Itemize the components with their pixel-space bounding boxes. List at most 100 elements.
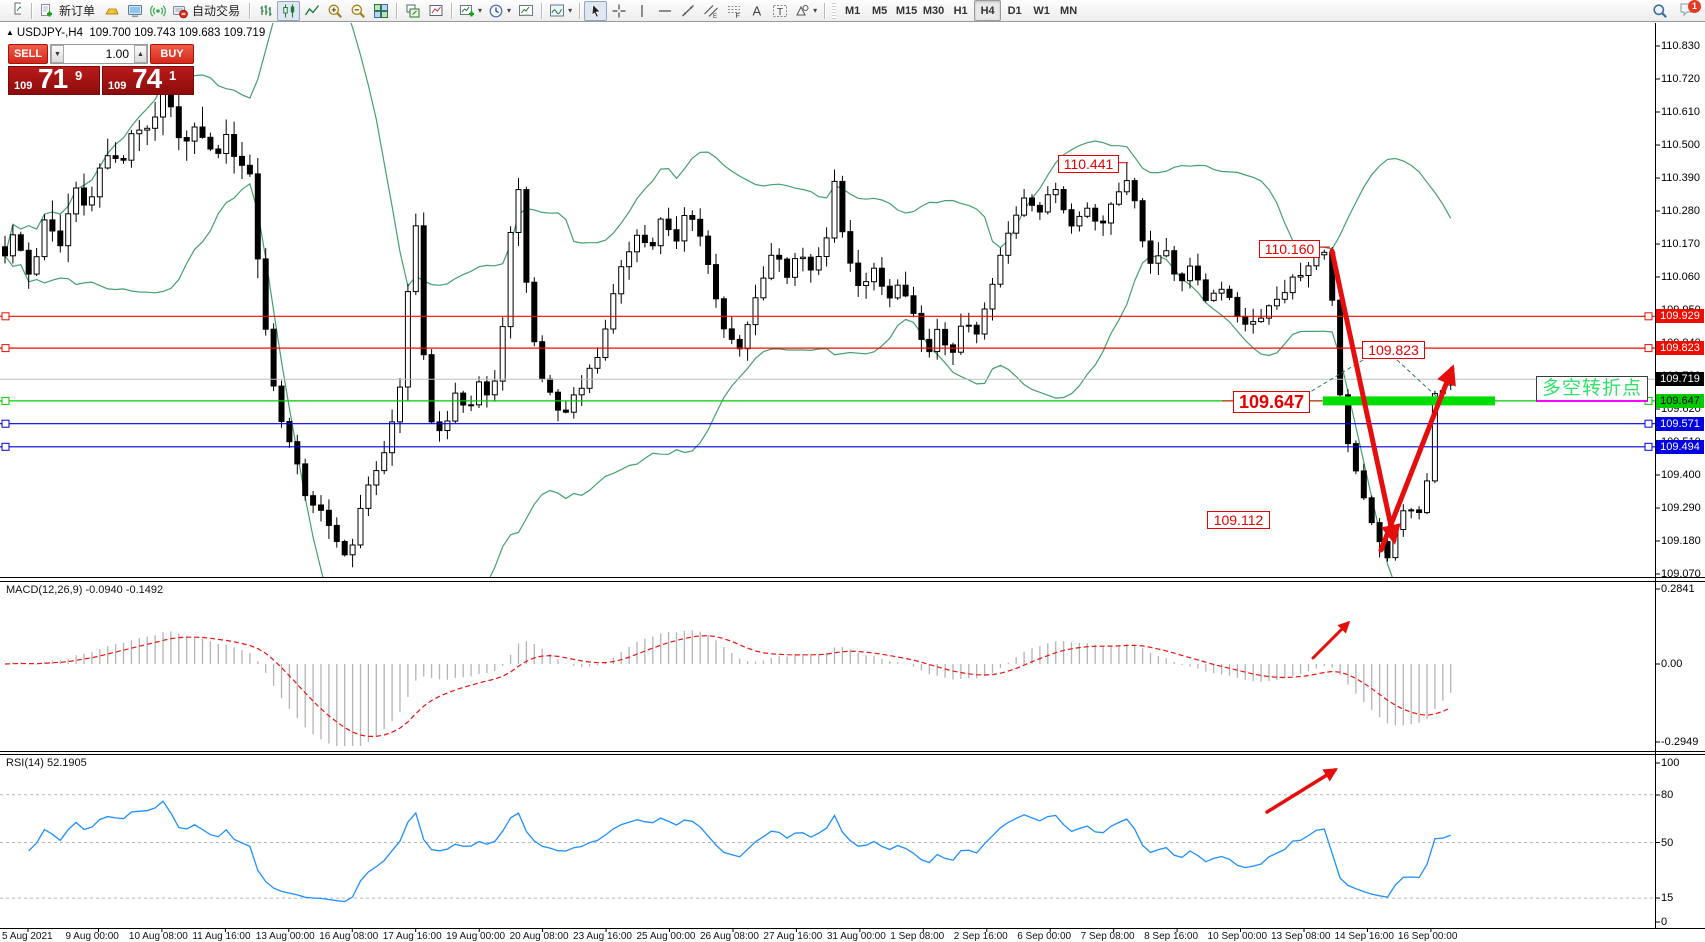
price-tag-109.929: 109.929 — [1656, 309, 1704, 323]
time-axis-label: 2 Sep 16:00 — [953, 931, 1008, 942]
price-label-109.112[interactable]: 109.112 — [1207, 511, 1270, 529]
time-axis-label: 8 Sep 16:00 — [1144, 931, 1199, 942]
timeframe-h1-button[interactable]: H1 — [953, 4, 968, 17]
equidistant-channel-icon[interactable]: E — [699, 1, 722, 21]
text-label-icon[interactable]: T — [768, 1, 791, 21]
rally-arrow[interactable] — [1378, 364, 1456, 553]
drop-arrow[interactable] — [1329, 248, 1401, 545]
buy-price-pips: 74 — [132, 63, 162, 94]
vertical-line-icon[interactable] — [630, 1, 653, 21]
timeframe-m5-button[interactable]: M5 — [871, 4, 888, 17]
cascade-icon[interactable] — [401, 1, 424, 21]
crosshair-icon[interactable] — [607, 1, 630, 21]
volume-increase-button[interactable]: ▲ — [134, 45, 147, 63]
chevron-down-icon: ▾ — [568, 6, 573, 15]
sell-price-point: 9 — [75, 68, 83, 83]
zoom-out-icon[interactable] — [346, 1, 369, 21]
macd-label: MACD(12,26,9) -0.0940 -0.1492 — [6, 584, 164, 596]
timeframe-m15-button[interactable]: M15 — [895, 4, 918, 17]
volume-input[interactable] — [64, 45, 134, 63]
shapes-icon[interactable]: ▾ — [791, 1, 820, 21]
tile-windows-icon[interactable] — [369, 1, 392, 21]
time-axis-label: 5 Aug 2021 — [2, 931, 53, 942]
sell-price-display[interactable]: 109 71 9 — [8, 63, 100, 95]
timeframe-w1-button[interactable]: W1 — [1033, 4, 1050, 17]
time-axis-label: 25 Aug 00:00 — [636, 931, 696, 942]
time-axis-label: 1 Sep 08:00 — [890, 931, 945, 942]
price-label-110.160[interactable]: 110.160 — [1259, 240, 1320, 258]
fibonacci-icon[interactable]: F — [722, 1, 745, 21]
price-tag-109.647: 109.647 — [1656, 394, 1704, 408]
toolbar-separator — [541, 2, 543, 19]
time-axis-label: 10 Sep 00:00 — [1207, 931, 1268, 942]
timeframe-d1-button[interactable]: D1 — [1007, 4, 1022, 17]
cursor-icon[interactable] — [584, 0, 608, 21]
signal-icon[interactable] — [146, 1, 169, 21]
sell-button[interactable]: SELL — [8, 44, 48, 64]
zoom-in-icon[interactable] — [323, 1, 346, 21]
timeframe-mn-button[interactable]: MN — [1060, 4, 1078, 17]
time-axis-label: 11 Aug 16:00 — [192, 931, 251, 942]
rsi-axis-label: 15 — [1661, 892, 1674, 904]
horizontal-line-icon[interactable] — [653, 1, 676, 21]
time-axis-label: 26 Aug 08:00 — [699, 931, 759, 942]
bollinger-lower-band — [4, 182, 1393, 577]
candlestick-icon[interactable] — [277, 0, 301, 21]
line-chart-icon[interactable] — [300, 1, 323, 21]
terminal-icon[interactable] — [123, 1, 146, 21]
bar-chart-icon[interactable] — [254, 1, 277, 21]
buy-button[interactable]: BUY — [150, 44, 194, 64]
turning-point-annotation[interactable]: 多空转折点 — [1536, 376, 1648, 402]
time-axis-label: 14 Sep 16:00 — [1334, 931, 1394, 942]
chart-window-icon[interactable] — [4, 1, 27, 21]
timeframe-m1-button[interactable]: M1 — [844, 4, 861, 17]
macd-axis-label: 0.2841 — [1661, 583, 1695, 595]
line-anchor-handle — [1644, 442, 1653, 451]
gold-icon[interactable] — [100, 1, 123, 21]
line-anchor-handle — [1644, 419, 1653, 428]
rsi-up-arrow[interactable] — [1265, 768, 1338, 814]
price-label-109.823[interactable]: 109.823 — [1362, 341, 1425, 359]
price-tag-109.719: 109.719 — [1656, 372, 1704, 386]
line-anchor-handle — [1644, 312, 1653, 321]
toolbar-grip — [832, 2, 837, 19]
buy-price-display[interactable]: 109 74 1 — [102, 63, 194, 95]
time-axis-label: 23 Aug 16:00 — [573, 931, 632, 942]
price-axis-label: 110.500 — [1661, 139, 1700, 151]
time-axis-label: 31 Aug 00:00 — [826, 931, 886, 942]
trendline-icon[interactable] — [676, 1, 699, 21]
price-label-110.441[interactable]: 110.441 — [1058, 155, 1119, 173]
chart-properties-icon[interactable] — [514, 1, 537, 21]
volume-stepper: ▼ ▲ — [50, 44, 148, 64]
rsi-axis-label: 50 — [1661, 836, 1674, 849]
time-axis-label: 16 Aug 08:00 — [319, 931, 379, 942]
buy-price-point: 1 — [169, 68, 177, 83]
time-axis-label: 13 Sep 08:00 — [1271, 931, 1331, 942]
collapse-arrow-icon[interactable]: ▲ — [6, 28, 14, 37]
time-axis-label: 6 Sep 00:00 — [1017, 931, 1072, 942]
macd-up-arrow[interactable] — [1311, 620, 1351, 660]
volume-decrease-button[interactable]: ▼ — [51, 45, 64, 63]
periods-icon[interactable]: ▾ — [485, 1, 514, 21]
auto-trading-button[interactable]: 自动交易 — [169, 1, 245, 21]
price-axis-label: 110.060 — [1661, 271, 1700, 283]
time-axis-label: 16 Sep 00:00 — [1397, 931, 1458, 942]
arrange-icon[interactable] — [424, 1, 447, 21]
timeframe-m30-button[interactable]: M30 — [922, 4, 945, 17]
chart-type-icon[interactable]: ▾ — [546, 1, 575, 21]
search-icon[interactable] — [1648, 1, 1671, 21]
rsi-pane — [0, 794, 1655, 903]
svg-text:A: A — [752, 3, 761, 18]
text-icon[interactable]: A — [745, 1, 768, 21]
new-order-button[interactable]: 新订单 — [36, 1, 100, 21]
line-anchor-handle — [1, 344, 10, 353]
price-label-109.647[interactable]: 109.647 — [1233, 391, 1310, 413]
price-axis-label: 110.280 — [1661, 205, 1700, 217]
timeframe-h4-button[interactable]: H4 — [974, 0, 1002, 21]
chat-icon[interactable]: 1 — [1675, 0, 1701, 21]
indicators-add-icon[interactable]: ▾ — [456, 1, 485, 21]
svg-text:T: T — [777, 7, 783, 18]
pivot-zone-band[interactable] — [1323, 396, 1495, 406]
